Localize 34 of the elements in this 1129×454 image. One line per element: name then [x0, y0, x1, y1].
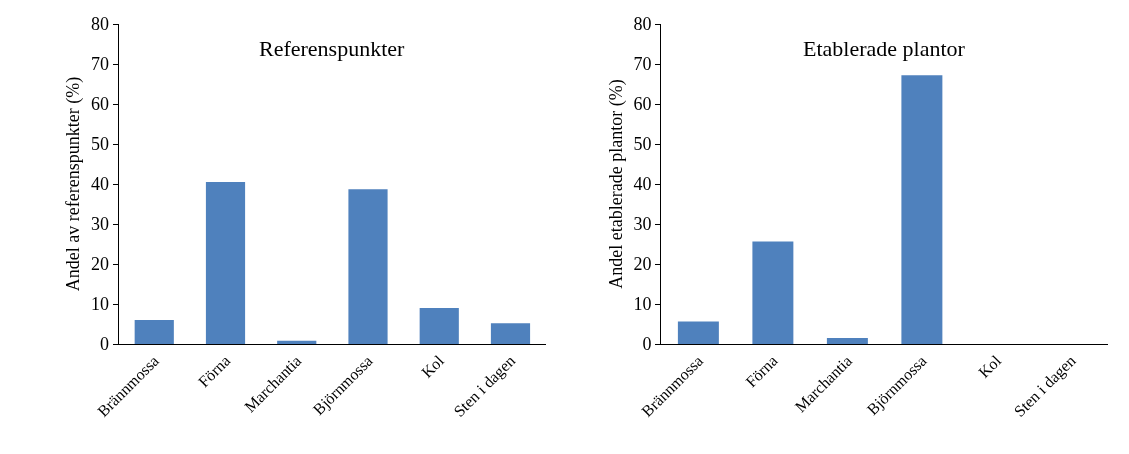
bar [419, 308, 459, 344]
bar [677, 321, 719, 344]
bar [826, 338, 868, 344]
y-tick-label: 20 [633, 254, 652, 275]
y-tick-label: 60 [633, 94, 652, 115]
text: Referenspunkter [259, 36, 406, 61]
text: Etablerade plantor [803, 36, 966, 61]
bar [205, 182, 246, 344]
y-tick-label: 50 [91, 134, 110, 155]
y-tick-label: 70 [633, 54, 652, 75]
bar [277, 340, 317, 344]
y-tick-label: 10 [633, 294, 652, 315]
y-tick-label: 0 [100, 334, 110, 355]
bar [901, 75, 943, 344]
bar [490, 323, 531, 344]
y-tick-label: 40 [91, 174, 110, 195]
y-tick-label: 30 [633, 214, 652, 235]
y-tick-label: 10 [91, 294, 110, 315]
bar [134, 320, 174, 344]
y-tick-label: 70 [91, 54, 110, 75]
y-axis-title: Andel av referenspunkter (%) [63, 76, 85, 292]
bar [752, 241, 794, 344]
y-tick-label: 50 [633, 134, 652, 155]
y-axis-title: Andel etablerade plantor (%) [605, 79, 627, 289]
y-tick-label: 40 [633, 174, 652, 195]
y-tick-label: 20 [91, 254, 110, 275]
y-tick-label: 0 [642, 334, 652, 355]
y-tick-label: 60 [91, 94, 110, 115]
y-tick-label: 80 [91, 14, 110, 35]
y-tick-label: 80 [633, 14, 652, 35]
x-tick-label: Kol [975, 351, 1005, 381]
y-tick-label: 30 [91, 214, 110, 235]
bar [348, 189, 388, 344]
x-tick-label: Kol [418, 351, 448, 381]
